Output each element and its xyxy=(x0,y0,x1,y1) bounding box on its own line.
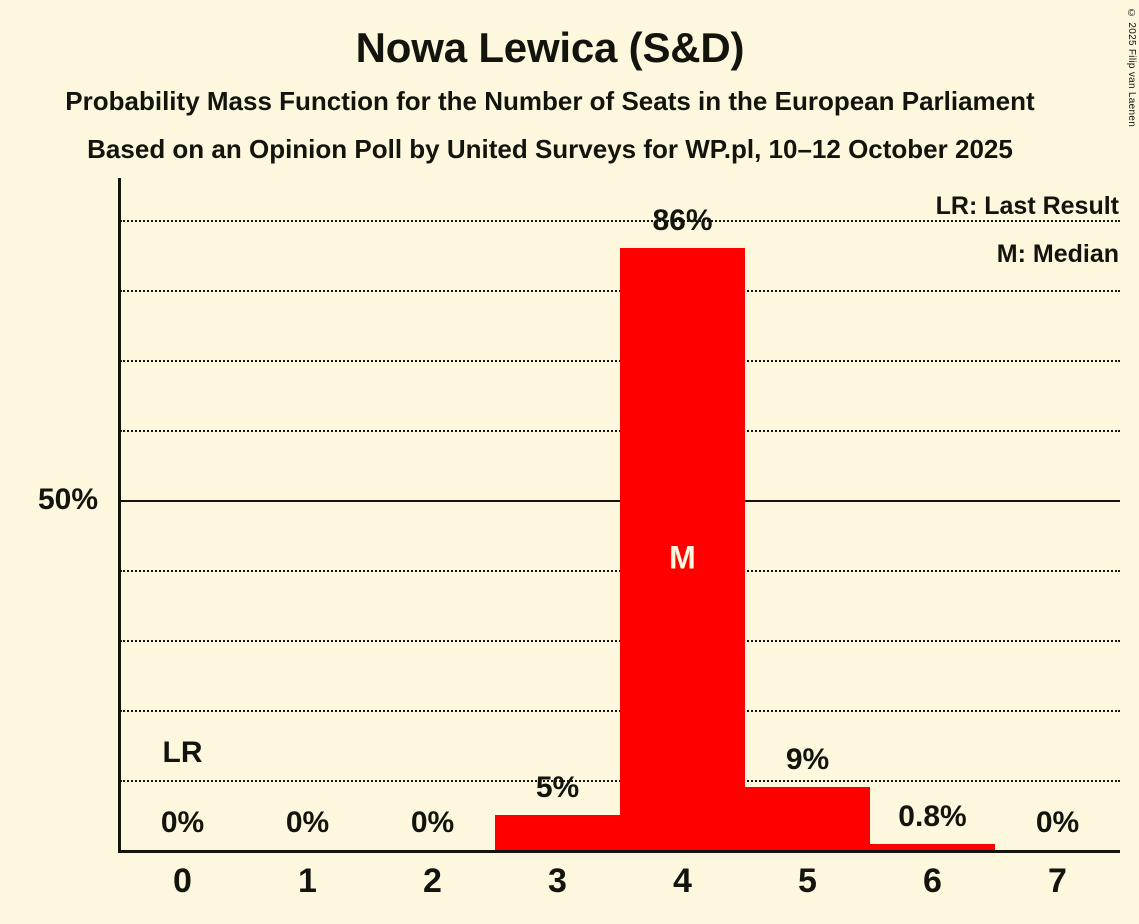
x-axis-line xyxy=(118,850,1120,853)
bar-seats-4 xyxy=(620,248,745,850)
x-tick-label-6: 6 xyxy=(923,862,942,900)
chart-subtitle-primary: Probability Mass Function for the Number… xyxy=(65,86,1035,116)
y-axis-line xyxy=(118,178,121,850)
bar-value-label-3: 5% xyxy=(535,771,580,804)
bar-value-label-1: 0% xyxy=(285,806,330,839)
legend-item-median: M: Median xyxy=(996,240,1119,268)
x-tick-label-1: 1 xyxy=(298,862,317,900)
legend-item-last-result: LR: Last Result xyxy=(935,192,1119,220)
bar-value-label-7: 0% xyxy=(1035,806,1080,839)
x-tick-label-4: 4 xyxy=(673,862,692,900)
gridline-90 xyxy=(120,220,1120,222)
chart-subtitle-source: Based on an Opinion Poll by United Surve… xyxy=(87,134,1013,164)
bar-seats-6 xyxy=(870,844,995,850)
bar-seats-5 xyxy=(745,787,870,850)
y-tick-label-50: 50% xyxy=(37,483,98,516)
x-tick-label-2: 2 xyxy=(423,862,442,900)
bar-value-label-0: 0% xyxy=(160,806,205,839)
bar-seats-3 xyxy=(495,815,620,850)
copyright-notice: © 2025 Filip van Laenen xyxy=(1126,8,1137,128)
chart-legend: LR: Last Result M: Median xyxy=(936,182,1119,278)
plot-area: 50% 0% 0% 0% 5% 86% 9% 0.8% 0% LR M xyxy=(38,178,1120,853)
x-tick-label-3: 3 xyxy=(548,862,567,900)
x-tick-label-7: 7 xyxy=(1048,862,1067,900)
bar-value-label-4: 86% xyxy=(652,204,713,237)
bar-value-label-5: 9% xyxy=(785,743,830,776)
x-tick-label-0: 0 xyxy=(173,862,192,900)
median-marker: M xyxy=(669,539,696,576)
bar-value-label-2: 0% xyxy=(410,806,455,839)
page-title: Nowa Lewica (S&D) xyxy=(355,24,745,71)
last-result-marker: LR xyxy=(162,736,203,769)
bar-value-label-6: 0.8% xyxy=(898,800,967,834)
x-tick-label-5: 5 xyxy=(798,862,817,900)
